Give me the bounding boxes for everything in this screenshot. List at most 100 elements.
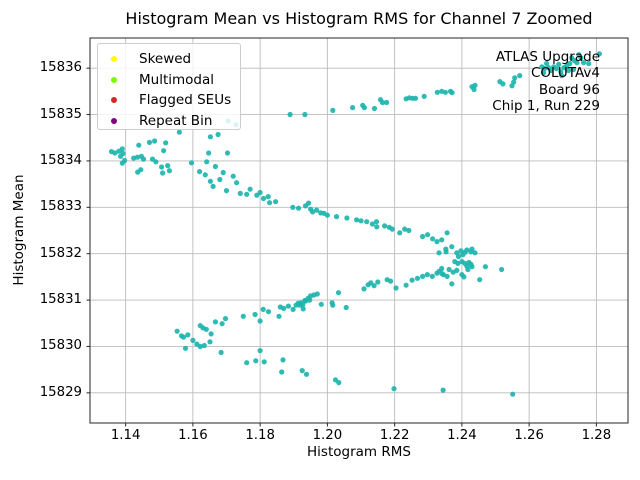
scatter-point	[280, 357, 286, 363]
annotation-line: Board 96	[538, 81, 600, 98]
scatter-point	[318, 301, 324, 307]
legend-label: Repeat Bin	[139, 112, 213, 129]
scatter-point	[204, 159, 210, 165]
scatter-point	[375, 279, 381, 285]
y-tick-label: 15830	[39, 338, 82, 354]
scatter-point	[500, 81, 506, 87]
scatter-point	[330, 107, 336, 113]
legend-item-repeat-bin: Repeat Bin	[98, 111, 240, 132]
scatter-point	[517, 73, 523, 79]
scatter-point	[393, 285, 399, 291]
scatter-point	[217, 176, 223, 183]
scatter-point	[212, 319, 218, 325]
scatter-point	[306, 200, 312, 206]
scatter-point	[240, 313, 246, 319]
scatter-point	[166, 168, 172, 174]
scatter-point	[222, 316, 229, 322]
scatter-point	[565, 67, 572, 74]
scatter-point	[324, 212, 330, 218]
scatter-point	[267, 200, 273, 206]
scatter-point	[178, 333, 185, 339]
scatter-point	[244, 191, 250, 197]
scatter-point	[440, 272, 446, 278]
scatter-point	[218, 349, 224, 356]
scatter-point	[570, 66, 577, 73]
scatter-point	[443, 249, 449, 255]
scatter-point	[382, 223, 388, 229]
scatter-point	[287, 111, 293, 118]
scatter-point	[253, 358, 259, 364]
scatter-point	[290, 306, 296, 312]
scatter-point	[207, 339, 213, 345]
scatter-point	[310, 209, 316, 215]
scatter-point	[201, 342, 207, 349]
scatter-point	[464, 247, 470, 253]
scatter-point	[330, 302, 336, 308]
plot-border	[89, 37, 629, 424]
y-tick-label: 15833	[39, 199, 82, 215]
annotation-text: ATLAS Upgrade COLUTAv4 Board 96 Chip 1, Run…	[492, 49, 600, 114]
scatter-point	[261, 359, 267, 365]
y-tick-label: 15834	[39, 152, 82, 168]
scatter-point	[140, 156, 147, 162]
legend-item-skewed: Skewed	[98, 49, 240, 70]
scatter-point	[429, 273, 435, 279]
scatter-point	[420, 233, 426, 240]
scatter-point	[409, 277, 415, 283]
chart-title: Histogram Mean vs Histogram RMS for Chan…	[125, 9, 593, 28]
scatter-point	[424, 272, 430, 278]
scatter-point	[439, 237, 445, 243]
scatter-point	[430, 236, 436, 242]
scatter-point	[469, 246, 475, 252]
scatter-point	[442, 89, 448, 95]
scatter-point	[302, 298, 309, 304]
scatter-point	[511, 79, 517, 85]
scatter-point	[586, 60, 592, 67]
scatter-point	[194, 341, 200, 347]
scatter-point	[548, 67, 554, 74]
annotation-line: Chip 1, Run 229	[492, 97, 600, 114]
scatter-point	[119, 160, 125, 166]
scatter-point	[512, 75, 518, 81]
y-axis-label: Histogram Mean	[11, 174, 27, 286]
scatter-point	[176, 129, 182, 135]
scatter-point	[207, 134, 213, 140]
scatter-point	[421, 93, 427, 99]
scatter-point	[252, 311, 258, 318]
annotation-line: COLUTAv4	[530, 65, 600, 82]
scatter-point	[300, 302, 306, 308]
scatter-point	[354, 217, 360, 223]
scatter-point	[146, 139, 153, 145]
scatter-point	[379, 99, 386, 106]
scatter-point	[510, 391, 516, 397]
scatter-point	[285, 303, 291, 309]
scatter-point	[344, 215, 350, 221]
scatter-point	[119, 146, 125, 152]
scatter-point	[118, 153, 124, 159]
scatter-point	[197, 169, 203, 175]
scatter-point	[276, 313, 282, 319]
scatter-point	[578, 55, 584, 61]
scatter-point	[403, 282, 409, 288]
scatter-point	[290, 204, 296, 210]
scatter-point	[544, 60, 550, 67]
scatter-point	[237, 190, 243, 196]
scatter-point	[440, 387, 446, 393]
scatter-point	[160, 170, 166, 176]
scatter-point	[434, 239, 440, 245]
scatter-point	[465, 266, 471, 273]
scatter-point	[336, 380, 342, 386]
scatter-point	[477, 277, 483, 283]
legend-marker-icon	[111, 117, 117, 124]
scatter-point	[303, 371, 310, 377]
scatter-point	[596, 51, 603, 57]
scatter-point	[559, 73, 565, 79]
scatter-point	[449, 244, 455, 250]
scatter-point	[188, 160, 195, 166]
scatter-point	[420, 273, 426, 279]
scatter-point	[277, 304, 283, 310]
scatter-point	[135, 169, 141, 175]
scatter-point	[208, 331, 214, 337]
